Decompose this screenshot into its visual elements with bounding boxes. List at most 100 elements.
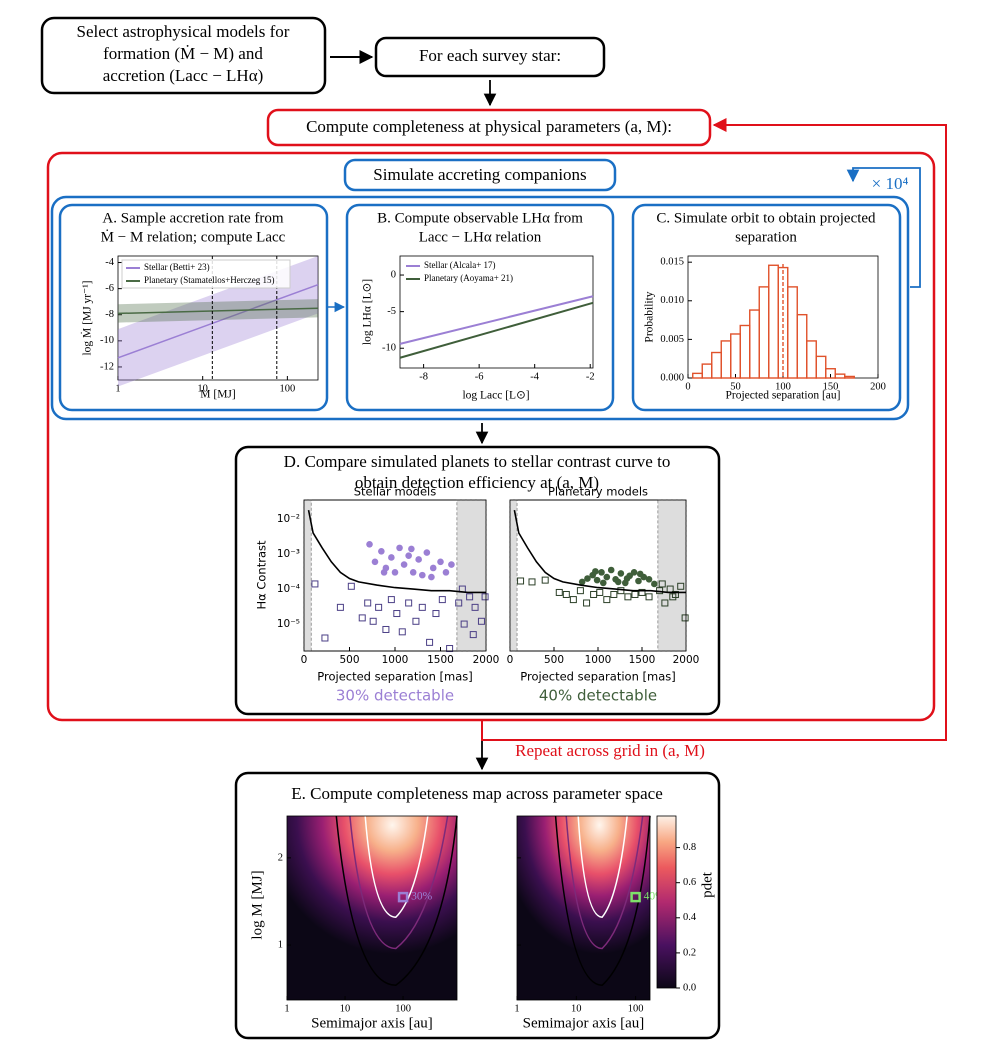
- box-select-text: Select astrophysical models for: [77, 22, 290, 41]
- undetected-point: [658, 580, 666, 588]
- x-tick-label: 0: [685, 381, 690, 392]
- panel-d-title: obtain detection efficiency at (a, M): [355, 473, 599, 492]
- marker-label: 30%: [411, 891, 433, 903]
- x-axis-label: log Lacc [L⊙]: [462, 390, 529, 402]
- histogram-bar: [730, 333, 741, 379]
- y-axis-label: Hα Contrast: [255, 540, 269, 610]
- legend-box: [121, 259, 291, 289]
- undetected-point: [661, 599, 669, 607]
- contour: [577, 815, 628, 918]
- colorbar-label: pdet: [699, 871, 715, 898]
- x-tick-label: -2: [586, 371, 595, 382]
- y-tick-label: 10⁻³: [277, 548, 300, 560]
- box-simulate-text: Simulate accreting companions: [373, 165, 586, 184]
- undetected-point: [412, 617, 420, 625]
- y-tick-label: -10: [382, 343, 396, 354]
- box-compute: [266, 108, 712, 147]
- subplot-title: Stellar models: [354, 485, 437, 499]
- detected-point: [592, 568, 599, 575]
- histogram-bar: [692, 372, 703, 379]
- x-tick-label: 150: [823, 381, 839, 392]
- plot-frame: [303, 499, 487, 652]
- contour: [364, 815, 429, 918]
- detected-point: [651, 580, 658, 588]
- marker: [397, 891, 409, 903]
- contrast-curve: [513, 509, 686, 594]
- box-each-star: [374, 36, 606, 78]
- histogram-bar: [806, 340, 817, 379]
- undetected-point: [638, 588, 646, 596]
- undetected-point: [583, 599, 591, 607]
- loop-blue: [50, 195, 910, 421]
- detected-point: [617, 570, 625, 577]
- undetected-point: [398, 628, 406, 636]
- x-tick-label: 1000: [585, 654, 612, 666]
- subplot-title: Planetary models: [548, 485, 648, 499]
- panel-b-box: [345, 203, 615, 412]
- undetected-point: [645, 593, 653, 601]
- undetected-point: [471, 603, 479, 611]
- undetected-point: [469, 631, 477, 639]
- histogram-bar: [758, 286, 770, 379]
- masked-region: [657, 499, 687, 652]
- result: 30% detectable: [336, 687, 454, 705]
- panel-c-title: separation: [735, 229, 797, 245]
- legend-label: Stellar (Betti+ 23): [144, 262, 210, 272]
- detected-point: [366, 540, 373, 548]
- x-tick-label: 10: [340, 1003, 351, 1014]
- y-tick-label: 0.000: [660, 372, 684, 383]
- detected-point: [584, 575, 591, 582]
- undetected-point: [590, 590, 598, 598]
- panel-d-title: D. Compare simulated planets to stellar …: [284, 452, 671, 471]
- y-tick-label: -12: [100, 361, 114, 372]
- y-axis-label: Probability: [644, 291, 656, 342]
- histogram-bar: [787, 286, 798, 379]
- histogram-bar: [711, 351, 722, 379]
- undetected-point: [541, 576, 549, 584]
- undetected-point: [446, 645, 454, 653]
- undetected-point: [405, 599, 413, 607]
- line: [399, 295, 594, 345]
- contour: [554, 815, 651, 987]
- box-select-text: formation (Ṁ − M) and: [103, 44, 263, 63]
- y-tick-label: -10: [100, 335, 114, 346]
- undetected-point: [569, 596, 577, 604]
- x-tick-label: 2000: [673, 654, 700, 666]
- x-tick-label: 500: [544, 654, 564, 666]
- box-select-text: accretion (Lacc − LHα): [103, 66, 264, 85]
- panel-c-box: [631, 203, 902, 412]
- colorbar-tick-label: 0.8: [683, 842, 696, 853]
- detected-point: [408, 545, 415, 553]
- x-tick-label: -4: [530, 371, 539, 382]
- x-tick-label: 200: [870, 381, 886, 392]
- x-tick-label: 1500: [427, 654, 454, 666]
- panel-b-title: Lacc − LHα relation: [419, 229, 542, 245]
- x-axis-label: Semimajor axis [au]: [523, 1015, 645, 1031]
- histogram-bar: [749, 309, 760, 379]
- histogram-bar: [768, 264, 779, 379]
- detected-point: [442, 569, 450, 576]
- panel-a-title: A. Sample accretion rate from: [102, 210, 284, 226]
- box-select: [40, 16, 327, 95]
- y-tick-label: 10⁻²: [277, 513, 300, 525]
- y-tick-label: 0.015: [660, 257, 684, 268]
- x-tick-label: 100: [775, 381, 791, 392]
- undetected-point: [631, 590, 639, 598]
- x-tick-label: 50: [730, 381, 741, 392]
- histogram-bar: [825, 368, 836, 379]
- x-axis-label: Projected separation [mas]: [317, 670, 472, 684]
- contour: [349, 815, 449, 950]
- detected-point: [623, 575, 631, 582]
- x-tick-label: 1: [514, 1003, 519, 1014]
- masked-region: [456, 499, 487, 652]
- line: [399, 301, 594, 359]
- panel-c-title: C. Simulate orbit to obtain projected: [656, 210, 876, 226]
- undetected-point: [369, 617, 377, 625]
- masked-region: [509, 499, 518, 652]
- detected-point: [428, 573, 435, 581]
- y-axis-label: log LHα [L⊙]: [362, 279, 374, 345]
- colorbar-tick-label: 0.6: [683, 877, 696, 888]
- undetected-point: [596, 588, 604, 596]
- y-tick-label: -5: [387, 306, 396, 317]
